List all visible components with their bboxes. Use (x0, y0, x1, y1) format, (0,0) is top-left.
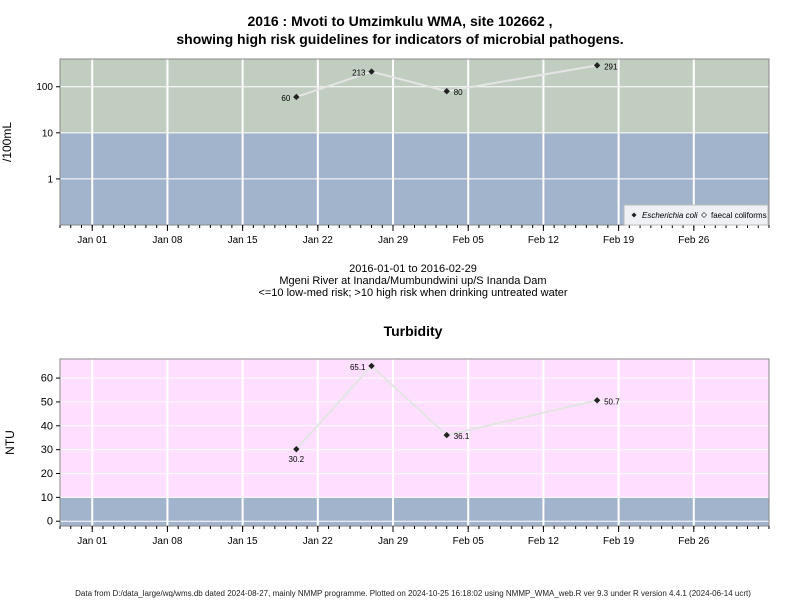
data-point (443, 431, 450, 439)
data-label: 30.2 (289, 455, 305, 464)
y-tick-label: 60 (41, 373, 53, 385)
x-tick-label: Jan 29 (378, 536, 408, 547)
y-tick-label: 1 (47, 174, 53, 185)
y-tick-label: 30 (41, 444, 53, 456)
y-axis-label: /100mL (0, 122, 14, 162)
ecoli-chart: 1 10 100 Jan 01 Jan 08 Jan 15 Jan 22 Jan 29 Feb … (0, 58, 770, 246)
high-risk-band (60, 59, 769, 133)
x-tick-label: Jan 01 (77, 235, 107, 246)
turbidity-title: Turbidity (383, 323, 443, 339)
series-line (296, 64, 598, 98)
legend-box (623, 204, 769, 226)
caption-site-name: Mgeni River at Inanda/Mumbundwini up/S I… (279, 275, 547, 287)
x-tick-label: Feb 12 (528, 235, 560, 246)
y-tick-label: 0 (47, 516, 53, 528)
x-tick-label: Feb 19 (603, 536, 635, 547)
data-label: 60 (281, 94, 290, 103)
data-label: 291 (604, 62, 618, 71)
x-tick-label: Jan 01 (77, 536, 107, 547)
footer-note: Data from D:/data_large/wq/wms.db dated … (75, 589, 751, 598)
x-tick-label: Jan 08 (152, 235, 182, 246)
legend-faecal-marker (700, 211, 708, 219)
chart-title-line2: showing high risk guidelines for indicat… (176, 31, 624, 47)
y-tick-label: 40 (41, 420, 53, 432)
y-tick-label: 10 (41, 492, 53, 504)
x-tick-label: Jan 22 (303, 235, 333, 246)
data-label: 65.1 (350, 363, 366, 372)
y-tick-label: 100 (36, 82, 53, 93)
x-tick-label: Feb 26 (678, 536, 710, 547)
x-tick-label: Feb 26 (678, 235, 710, 246)
y-tick-label: 20 (41, 468, 53, 480)
x-tick-label: Jan 15 (228, 536, 258, 547)
x-tick-label: Jan 08 (152, 536, 182, 547)
data-point (368, 68, 375, 75)
data-point (293, 445, 300, 453)
data-label: 36.1 (454, 432, 470, 441)
x-tick-label: Jan 29 (378, 235, 408, 246)
x-tick-label: Feb 05 (453, 536, 485, 547)
x-tick-label: Feb 05 (453, 235, 485, 246)
turbidity-chart: 0 10 20 30 40 50 60 Jan 01 Jan 08 Jan 15 Jan 22 Jan… (3, 358, 770, 547)
chart-title-line1: 2016 : Mvoti to Umzimkulu WMA, site 1026… (247, 13, 553, 29)
data-label: 50.7 (604, 397, 620, 406)
legend-ecoli-marker (631, 212, 637, 218)
x-tick-label: Feb 12 (528, 536, 560, 547)
data-label: 213 (352, 69, 366, 78)
x-tick-label: Feb 19 (603, 235, 635, 246)
legend-ecoli-label: Escherichia coli (642, 211, 698, 220)
y-axis-label: NTU (3, 430, 17, 455)
data-point (593, 62, 601, 69)
caption-date-range: 2016-01-01 to 2016-02-29 (349, 263, 477, 275)
y-tick-label: 50 (41, 396, 53, 408)
data-label: 80 (454, 88, 463, 97)
legend-faecal-label: faecal coliforms (711, 211, 767, 220)
data-point (368, 362, 375, 370)
high-risk-band (60, 359, 769, 498)
x-tick-label: Jan 15 (228, 235, 258, 246)
data-point (443, 88, 450, 95)
data-point (593, 397, 601, 404)
series-line (295, 364, 598, 450)
data-point (293, 93, 300, 101)
caption-risk-note: <=10 low-med risk; >10 high risk when dr… (258, 287, 568, 299)
x-tick-label: Jan 22 (303, 536, 333, 547)
y-tick-label: 10 (42, 128, 54, 139)
